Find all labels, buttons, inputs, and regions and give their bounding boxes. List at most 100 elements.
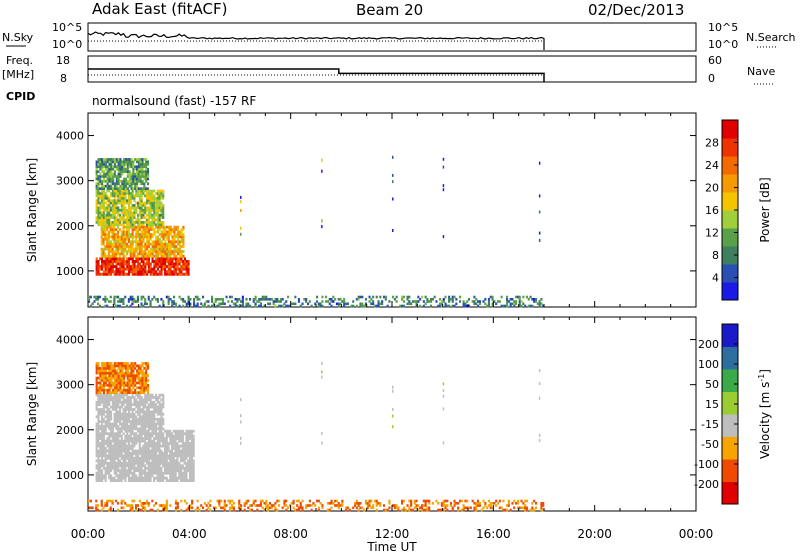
heatmap-cell [125, 371, 128, 375]
heatmap-cell [397, 508, 400, 512]
heatmap-cell [169, 250, 172, 253]
heatmap-cell [124, 213, 127, 217]
heatmap-cell [176, 479, 179, 482]
heatmap-cell [104, 442, 107, 445]
heatmap-cell [102, 201, 105, 205]
heatmap-cell [404, 508, 407, 512]
heatmap-cell [153, 201, 156, 205]
heatmap-cell [95, 170, 98, 173]
heatmap-cell [147, 444, 150, 448]
heatmap-cell [97, 177, 100, 181]
heatmap-cell [133, 415, 136, 419]
heatmap-cell [131, 447, 134, 450]
heatmap-cell [138, 444, 141, 448]
heatmap-cell [123, 160, 126, 164]
heatmap-cell [126, 429, 129, 433]
heatmap-cell [130, 180, 133, 183]
heatmap-cell [120, 442, 123, 445]
heatmap-cell [101, 398, 104, 402]
heatmap-cell [531, 502, 534, 505]
heatmap-cell [155, 422, 158, 426]
heatmap-cell [104, 447, 107, 450]
heatmap-cell [106, 432, 109, 436]
heatmap-cell [143, 379, 146, 382]
heatmap-cell [147, 439, 150, 443]
heatmap-cell [111, 204, 114, 207]
heatmap-cell [133, 265, 136, 268]
heatmap-cell [117, 449, 120, 453]
heatmap-cell [108, 158, 111, 161]
heatmap-cell [153, 504, 156, 507]
heatmap-cell [126, 199, 129, 202]
heatmap-cell [117, 260, 120, 263]
heatmap-cell [145, 429, 148, 433]
heatmap-cell [129, 225, 132, 229]
heatmap-cell [174, 429, 177, 433]
heatmap-cell [113, 265, 116, 268]
heatmap-cell [175, 245, 178, 248]
heatmap-cell [164, 230, 167, 234]
heatmap-cell [164, 260, 167, 263]
heatmap-cell [132, 167, 135, 171]
heatmap-cell [147, 228, 150, 231]
heatmap-cell [156, 437, 159, 440]
heatmap-cell [151, 252, 154, 256]
heatmap-cell [129, 461, 132, 465]
heatmap-cell [149, 398, 152, 402]
heatmap-cell [181, 471, 184, 475]
heatmap-cell [135, 403, 138, 406]
heatmap-cell [142, 410, 145, 414]
heatmap-cell [126, 403, 129, 406]
heatmap-cell [142, 270, 145, 274]
heatmap-cell [176, 429, 179, 433]
velocity-colorbar-label-close: ] [758, 369, 772, 374]
heatmap-cell [169, 233, 172, 236]
heatmap-cell [439, 304, 442, 308]
heatmap-cell [137, 396, 140, 399]
heatmap-cell [176, 262, 179, 266]
heatmap-cell [140, 471, 143, 475]
heatmap-cell [165, 471, 168, 475]
heatmap-cell [125, 163, 128, 166]
heatmap-cell [419, 298, 422, 301]
heatmap-cell [149, 412, 152, 416]
heatmap-cell [149, 432, 152, 436]
heatmap-cell [135, 300, 138, 303]
heatmap-cell [158, 434, 161, 438]
heatmap-cell [174, 447, 177, 450]
heatmap-cell [154, 466, 157, 470]
heatmap-cell [110, 187, 113, 190]
heatmap-cell [104, 165, 107, 169]
heatmap-cell [119, 429, 122, 433]
heatmap-cell [214, 506, 217, 510]
heatmap-cell [101, 196, 104, 200]
heatmap-cell [97, 393, 100, 397]
heatmap-cell [131, 432, 134, 436]
heatmap-cell [144, 221, 147, 224]
heatmap-cell [119, 184, 122, 188]
heatmap-cell [111, 444, 114, 448]
heatmap-cell [117, 257, 120, 261]
heatmap-cell [185, 457, 188, 460]
heatmap-cell [166, 230, 169, 234]
heatmap-cell [493, 502, 496, 505]
heatmap-cell [144, 267, 147, 271]
heatmap-cell [156, 396, 159, 399]
colorbar-tick-label: 50 [705, 378, 719, 391]
heatmap-cell [504, 304, 507, 308]
heatmap-cell [165, 466, 168, 470]
heatmap-cell [111, 257, 114, 261]
heatmap-cell [140, 434, 143, 438]
heatmap-cell [218, 504, 221, 507]
heatmap-cell [138, 235, 141, 239]
heatmap-cell [209, 508, 212, 512]
heatmap-cell [392, 155, 394, 159]
heatmap-cell [104, 196, 107, 200]
heatmap-cell [151, 206, 154, 210]
heatmap-cell [491, 502, 494, 505]
heatmap-cell [149, 216, 152, 219]
heatmap-cell [162, 432, 165, 436]
heatmap-cell [462, 304, 465, 308]
heatmap-cell [162, 398, 165, 402]
heatmap-cell [160, 420, 163, 423]
